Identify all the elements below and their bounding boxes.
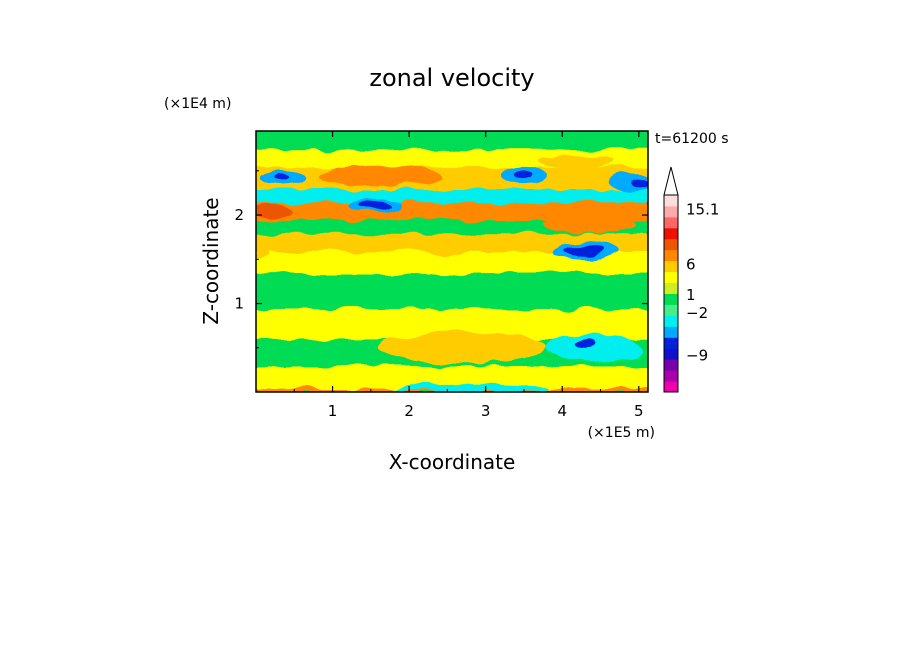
y-tick-label: 1 [234,295,244,313]
colorbar-frame [663,194,679,393]
field-band-5 [256,250,648,274]
colorbar-swatch [664,370,678,382]
field-band-12 [256,131,648,150]
contour-field [256,131,648,392]
colorbar-swatch [664,337,678,349]
chart-title: zonal velocity [369,64,534,92]
x-tick-label: 1 [328,402,338,420]
x-tick-label: 2 [404,402,414,420]
field-patch-17 [256,203,291,218]
field-band-1 [256,365,648,389]
field-patch-19 [256,249,272,261]
colorbar-label: −2 [686,304,708,322]
colorbar-overflow-triangle [663,166,679,196]
colorbar-swatch [664,348,678,360]
colorbar-swatch [664,195,678,207]
colorbar-swatch [664,205,678,218]
field-patch-6 [514,170,534,180]
plot-frame [255,130,649,393]
colorbar: 15.1 6 1−2 −9 [663,166,719,393]
colorbar-label: 1 [686,286,696,304]
colorbar-swatch [664,227,678,240]
colorbar-swatch [664,260,678,273]
field-patch-16 [550,276,590,313]
x-tick-label: 3 [481,402,491,420]
x-tick-label: 4 [557,402,567,420]
colorbar-swatch [664,326,678,338]
x-axis-label: X-coordinate [389,450,516,474]
field-patch-15 [378,331,547,364]
field-band-4 [256,272,648,309]
colorbar-swatch [664,304,678,316]
colorbar-label: −9 [686,347,708,365]
colorbar-swatch [664,216,678,229]
time-label: t=61200 s [655,131,729,147]
colorbar-label: 6 [686,256,696,274]
field-band-9 [256,188,648,203]
field-patch-14 [573,338,597,348]
field-patch-12 [409,237,501,255]
colorbar-swatch [664,359,678,371]
y-axis-unit: (×1E4 m) [164,96,231,112]
field-patch-20 [393,383,547,392]
field-patch-1 [275,174,290,181]
field-patch-13 [546,334,639,362]
field-patch-10 [563,245,607,256]
colorbar-swatch [664,315,678,327]
colorbar-swatch [664,238,678,251]
field-patch-11 [543,215,635,233]
x-tick-label: 5 [634,402,644,420]
colorbar-swatch [664,381,678,393]
y-axis-label: Z-coordinate [199,197,223,324]
colorbar-label: 15.1 [686,201,719,219]
colorbar-swatch [664,271,678,284]
y-tick-label: 2 [234,206,244,224]
field-patch-8 [629,177,648,186]
x-axis-ticks: 1 2 3 4 5 [293,131,644,420]
field-patch-4 [359,200,390,210]
colorbar-swatch [664,249,678,262]
field-patch-7 [608,172,648,191]
colorbar-swatch [664,282,678,294]
x-axis-unit: (×1E5 m) [588,425,655,441]
field-patch-18 [539,155,616,169]
colorbar-swatch [664,293,678,305]
field-patch-2 [317,164,440,186]
y-axis-ticks: 12 [234,170,648,349]
